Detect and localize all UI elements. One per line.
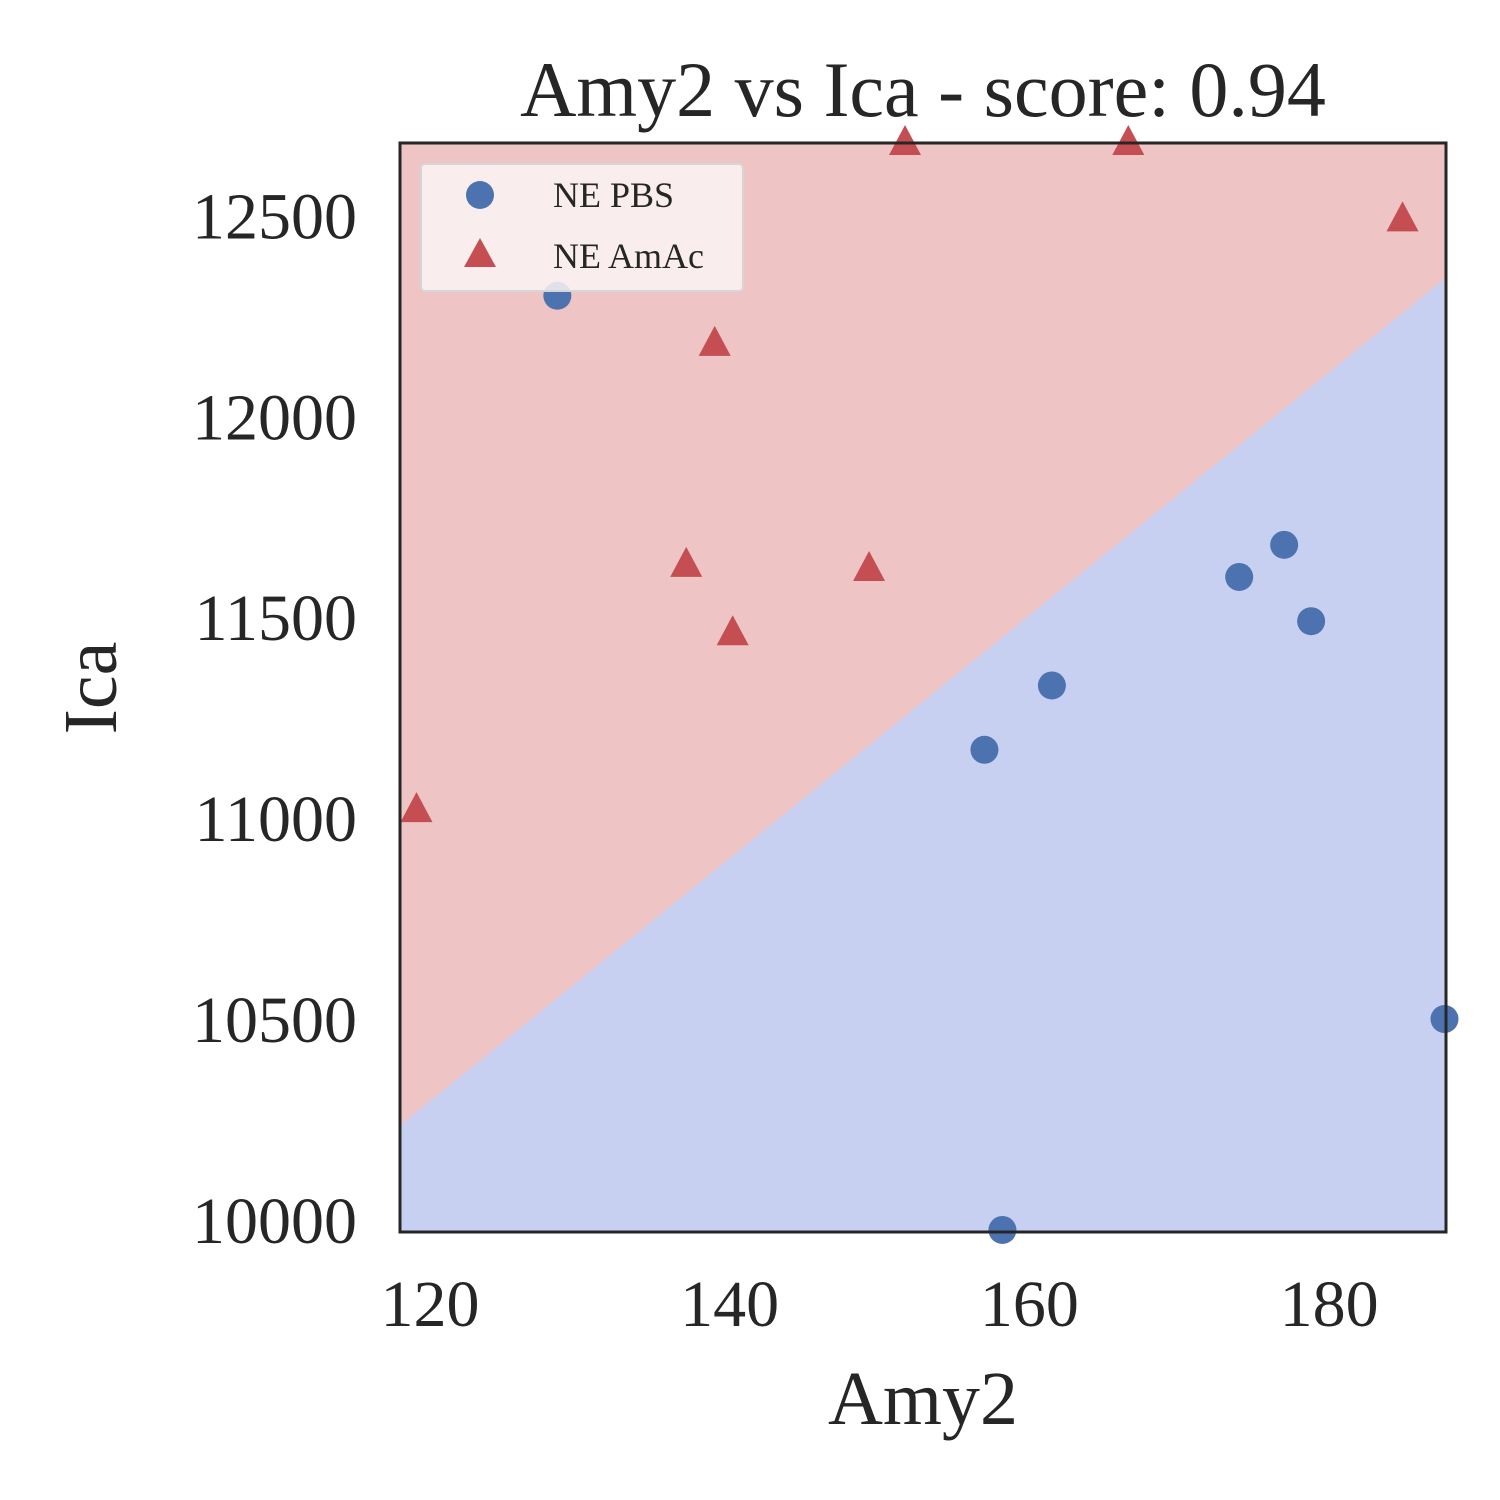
x-axis-label: Amy2 xyxy=(828,1357,1018,1441)
legend-label-ne-pbs: NE PBS xyxy=(553,175,674,215)
point-ne-amac-0 xyxy=(400,792,433,823)
legend-label-ne-amac: NE AmAc xyxy=(553,236,704,276)
point-ne-pbs-1 xyxy=(970,735,999,764)
point-ne-pbs-5 xyxy=(1270,530,1299,559)
decision-regions xyxy=(400,143,1446,1232)
x-tick-label-180: 180 xyxy=(1280,1268,1379,1341)
x-tick-label-160: 160 xyxy=(980,1268,1079,1341)
legend-marker-ne-amac xyxy=(464,238,496,267)
point-ne-amac-3 xyxy=(716,615,749,646)
y-tick-label-12500: 12500 xyxy=(192,180,357,253)
point-ne-amac-2 xyxy=(698,325,731,356)
legend-box xyxy=(420,163,744,292)
point-ne-pbs-3 xyxy=(1037,671,1066,700)
point-ne-amac-1 xyxy=(670,546,703,577)
point-ne-amac-5 xyxy=(889,125,922,155)
chart-title: Amy2 vs Ica - score: 0.94 xyxy=(520,46,1326,133)
y-tick-label-12000: 12000 xyxy=(192,381,357,454)
point-ne-amac-4 xyxy=(853,550,886,581)
point-ne-pbs-2 xyxy=(988,1215,1017,1244)
y-axis-label: Ica xyxy=(49,642,133,735)
x-tick-label-120: 120 xyxy=(380,1268,479,1341)
x-tick-label-140: 140 xyxy=(680,1268,779,1341)
point-ne-pbs-4 xyxy=(1225,562,1254,591)
axis-ticks: 120 140 160 180 10000 10500 11000 11500 12000 125… xyxy=(192,180,1379,1341)
plot-frame xyxy=(398,141,1448,1234)
point-ne-amac-6 xyxy=(1112,125,1145,155)
y-tick-label-10000: 10000 xyxy=(192,1185,357,1258)
legend-marker-ne-pbs xyxy=(466,181,494,209)
y-tick-label-11500: 11500 xyxy=(194,582,357,655)
y-tick-label-11000: 11000 xyxy=(194,783,357,856)
y-tick-label-10500: 10500 xyxy=(192,984,357,1057)
point-ne-pbs-6 xyxy=(1297,607,1326,636)
region-ne-pbs xyxy=(400,277,1446,1232)
legend: NE PBS NE AmAc xyxy=(420,163,744,292)
point-ne-amac-7 xyxy=(1386,201,1419,232)
